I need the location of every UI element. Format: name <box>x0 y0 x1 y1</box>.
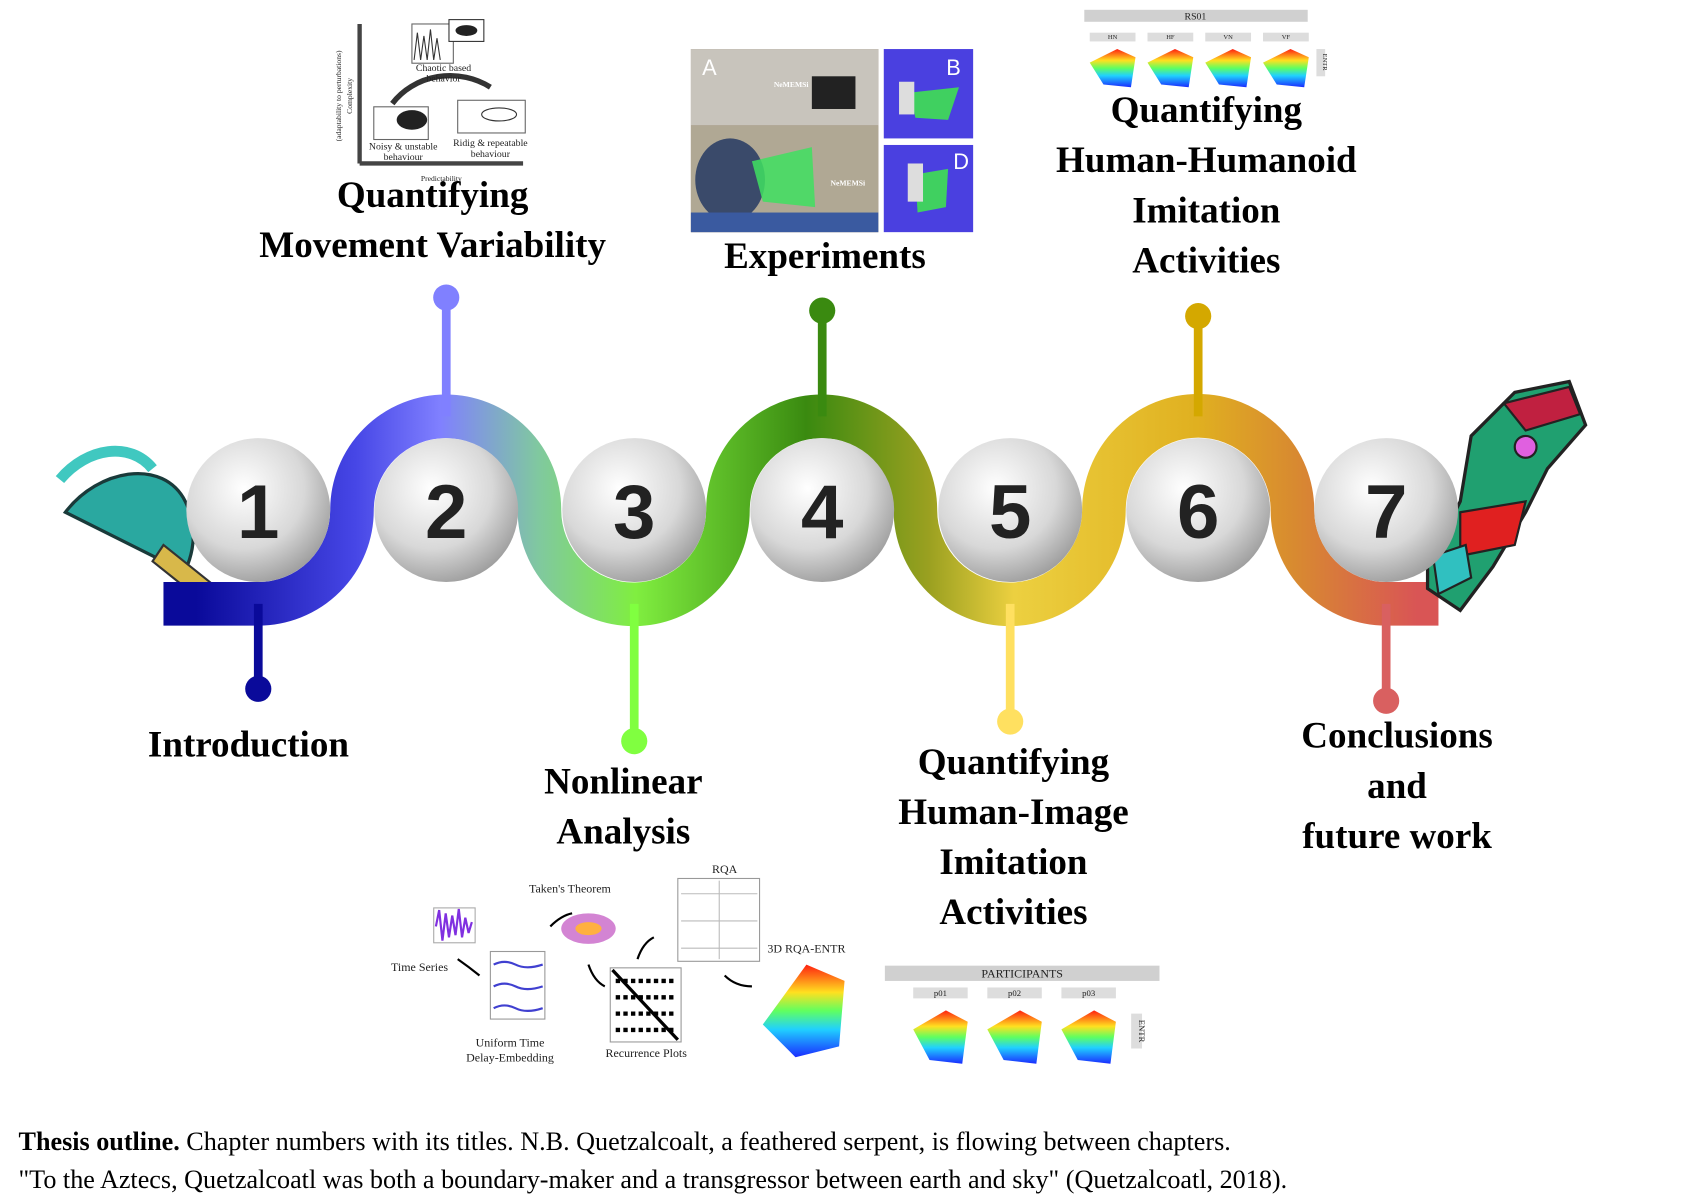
chapter-number: 3 <box>613 470 655 555</box>
chapter-ball <box>750 438 895 583</box>
pin-dot <box>1185 302 1212 330</box>
fig-text: PARTICIPANTS <box>981 967 1063 981</box>
surface-plot <box>1147 49 1194 88</box>
sub-header <box>987 987 1042 999</box>
serpent-head <box>1425 379 1588 613</box>
fig-text: Taken's Theorem <box>529 882 612 896</box>
panel-label: B <box>946 55 961 80</box>
chapter-title: Imitation <box>939 842 1088 883</box>
fig-text: ENTR <box>1137 1020 1147 1043</box>
chapter-title: future work <box>1302 816 1492 857</box>
fig-text: Predictability <box>421 174 462 183</box>
fig-text: Complexity <box>345 78 354 114</box>
pin-dot <box>1373 687 1400 714</box>
chapter-ball <box>1126 438 1271 583</box>
fig-text: VN <box>1223 34 1233 41</box>
caption-text: Chapter numbers with its titles. N.B. Qu… <box>180 1127 1231 1156</box>
chapter-title: Analysis <box>556 812 690 853</box>
chapter-title: and <box>1367 766 1427 807</box>
fig-text: p02 <box>1008 988 1021 998</box>
sub-header <box>1089 32 1136 42</box>
chapter-title: Nonlinear <box>544 761 702 802</box>
chapter-title: Human-Humanoid <box>1056 140 1357 181</box>
chapter-ball <box>562 438 707 583</box>
fig-text: p01 <box>934 988 947 998</box>
chapter-title: Quantifying <box>337 175 529 216</box>
fig-text: RQA <box>712 862 738 876</box>
chapter-ball <box>1314 438 1459 583</box>
pin-dot <box>245 675 272 702</box>
fig-text: 3D RQA-ENTR <box>767 942 845 956</box>
fig-text: Ridig & repeatable <box>453 138 528 149</box>
sub-header <box>1061 987 1116 999</box>
sub-header <box>1205 32 1252 42</box>
fig-text: behaviour <box>471 149 511 160</box>
chapter-title: Conclusions <box>1301 716 1492 757</box>
surface-plot <box>913 1010 968 1064</box>
pin-dot <box>433 284 460 311</box>
surface-plot <box>1061 1010 1116 1064</box>
figure-image: PARTICIPANTS p01 p02 p03 ENTR <box>884 965 1160 1064</box>
chapter-title: Human-Image <box>898 792 1128 833</box>
fig-text: Time Series <box>391 960 448 974</box>
chapter-title: Activities <box>939 892 1087 933</box>
panel-label: A <box>702 55 717 80</box>
fig-text: Noisy & unstable <box>369 141 438 152</box>
chapter-title: Quantifying <box>1111 90 1303 131</box>
figure-nonlinear: Time Series Uniform Time Delay-Embedding… <box>391 862 845 1065</box>
chapter-number: 4 <box>801 470 843 555</box>
fig-text: HN <box>1108 34 1118 41</box>
chapter-title: Activities <box>1132 240 1280 281</box>
serpent-body <box>163 394 1439 627</box>
sub-header <box>913 987 968 999</box>
fig-text: p03 <box>1082 988 1096 998</box>
fig-text: NeMEMSi <box>774 80 809 89</box>
chapter-number: 1 <box>237 470 279 555</box>
chapter-title: Introduction <box>148 724 349 765</box>
fig-text: ENTR <box>1321 54 1328 72</box>
chapter-number: 5 <box>989 470 1031 555</box>
figure-humanoid: RS01 HN HF VN VF ENTR <box>1084 9 1328 88</box>
surface-plot <box>1089 49 1136 88</box>
panel-label: D <box>953 149 969 174</box>
fig-text: Chaotic based <box>416 63 471 74</box>
sub-header <box>1147 32 1194 42</box>
pin-dot <box>997 708 1024 735</box>
fig-text: Uniform Time <box>476 1035 545 1049</box>
caption-label: Thesis outline. <box>19 1127 180 1156</box>
chapter-title: Movement Variability <box>259 225 606 266</box>
surface-plot <box>1205 49 1252 88</box>
figure-variability: Chaotic based behavior Noisy & unstable … <box>334 19 528 183</box>
chapter-number: 7 <box>1365 470 1407 555</box>
fig-text: NeMEMSi <box>830 178 865 187</box>
chapter-ball <box>374 438 519 583</box>
fig-text: Delay-Embedding <box>466 1051 554 1065</box>
chapter-ball <box>938 438 1083 583</box>
chapter-number: 2 <box>425 470 467 555</box>
fig-text: (adaptability to perturbations) <box>334 50 343 141</box>
chapter-title: Imitation <box>1132 190 1281 231</box>
figure-experiments: A B D NeMEMSi NeMEMSi <box>690 49 974 233</box>
chapter-number: 6 <box>1177 470 1219 555</box>
fig-text: VF <box>1282 34 1291 41</box>
surface-plot <box>1263 49 1309 88</box>
caption-line: Thesis outline. Chapter numbers with its… <box>19 1127 1231 1156</box>
chapter-title: Experiments <box>724 236 926 277</box>
fig-text: HF <box>1166 34 1175 41</box>
pin-dot <box>621 728 648 755</box>
fig-text: RS01 <box>1185 12 1207 23</box>
sub-header <box>1263 32 1309 42</box>
caption-line: "To the Aztecs, Quetzalcoatl was both a … <box>19 1165 1288 1194</box>
fig-text: behaviour <box>384 152 424 163</box>
pin-dot <box>809 297 836 324</box>
chapter-ball <box>186 438 331 583</box>
chapter-title: Quantifying <box>918 742 1110 783</box>
surface-plot <box>987 1010 1042 1064</box>
fig-text: Recurrence Plots <box>606 1046 688 1060</box>
fig-text: behavior <box>426 74 461 85</box>
